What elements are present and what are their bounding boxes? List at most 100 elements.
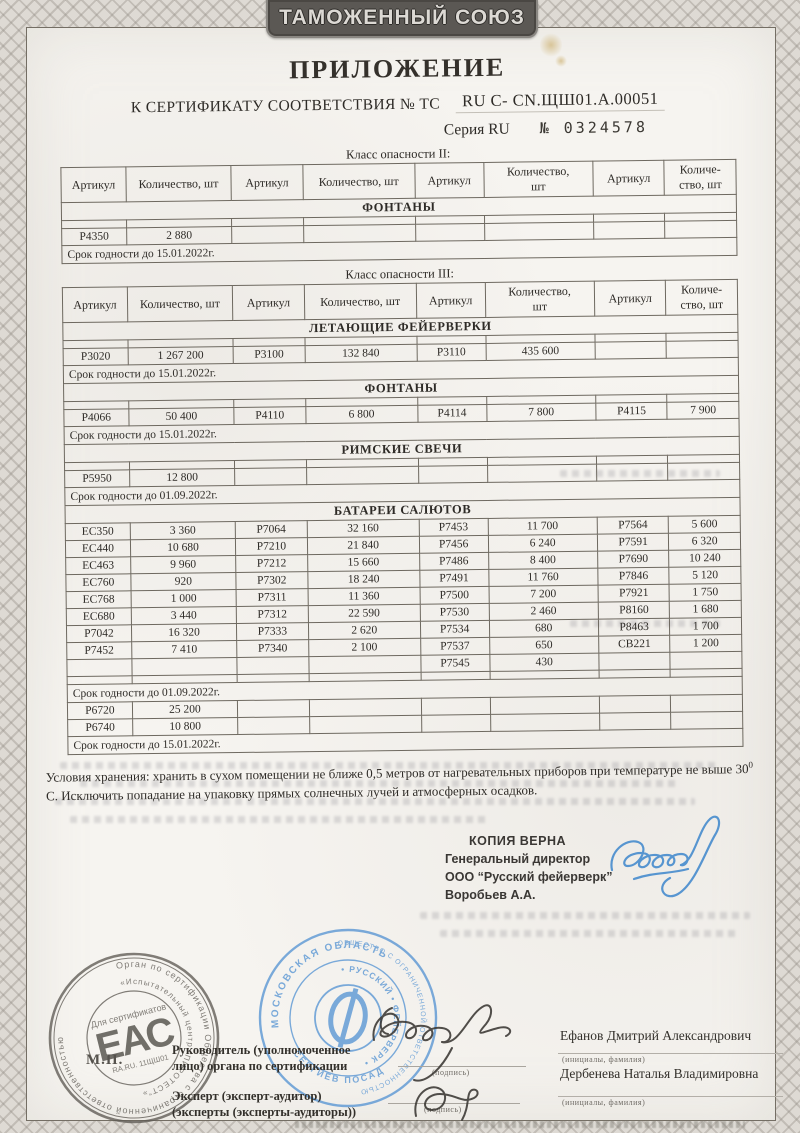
table-cell [665, 220, 737, 239]
table-cell: P7591 [597, 533, 670, 552]
table-cell [594, 341, 667, 360]
expert-label: Эксперт (эксперт-аудитор) (эксперты (экс… [172, 1089, 357, 1120]
seal-place-label: М.П. [86, 1052, 124, 1068]
table-cell: P4114 [417, 404, 487, 423]
table-cell [237, 716, 310, 735]
table-cell: P7491 [419, 569, 489, 588]
table-cell [66, 658, 132, 677]
table-cell: 132 840 [304, 344, 417, 363]
table-cell [593, 221, 666, 240]
table-cell: EC760 [65, 573, 131, 592]
table-cell: 18 240 [307, 570, 420, 589]
column-header: Артикул [230, 164, 303, 201]
table-cell: 15 660 [307, 553, 420, 572]
table-cell: 16 320 [131, 623, 237, 642]
table-cell: 32 160 [306, 519, 420, 538]
table-cell: 7 900 [667, 401, 739, 420]
table-cell: 1 700 [669, 617, 742, 636]
series-number: № 0324578 [539, 117, 649, 138]
table-cell: 1 680 [669, 600, 742, 619]
table-cell: P7340 [236, 639, 309, 658]
table-cell: 6 240 [487, 534, 598, 553]
table-cell: 7 200 [488, 585, 599, 604]
table-cell: P7564 [597, 516, 669, 535]
table-cell: P7530 [419, 603, 489, 622]
table-cell: 11 700 [487, 517, 598, 536]
column-header: Количество, шт [125, 165, 232, 202]
table-cell: P4110 [233, 406, 306, 425]
column-header: Количество, шт [483, 161, 594, 198]
table-cell: P7537 [420, 637, 490, 656]
table-cell: 2 880 [126, 226, 232, 245]
table-cell: 6 320 [668, 532, 741, 551]
certificate-reference: К СЕРТИФИКАТУ СООТВЕТСТВИЯ № ТС RU C- CN… [0, 87, 798, 119]
table-cell: 680 [488, 619, 599, 638]
table-cell: P7064 [235, 520, 308, 539]
table-cell [489, 696, 600, 715]
table-cell [598, 652, 671, 671]
table-cell: EC350 [65, 522, 131, 541]
table-cell: 650 [489, 636, 599, 655]
bleed-through-artifact [560, 470, 720, 477]
column-header: Количество, шт [484, 281, 595, 318]
table-cell: 7 800 [486, 403, 596, 422]
table-cell: 21 840 [307, 536, 420, 555]
tables-area: Класс опасности II: Артикул Количество, шт… [0, 142, 800, 756]
table-cell: 50 400 [128, 407, 235, 426]
column-header: Артикул [60, 166, 127, 203]
director-signature [610, 815, 721, 898]
table-cell [306, 466, 419, 485]
column-header: Количество, шт [303, 283, 417, 320]
table-cell: 920 [130, 572, 237, 591]
paper-stain [555, 55, 567, 67]
table-cell [131, 657, 238, 676]
company-logo [328, 987, 368, 1049]
table-cell [309, 698, 422, 717]
table-cell: P7452 [66, 641, 132, 660]
table-cell: CB221 [598, 635, 671, 654]
bleed-through-artifact [420, 912, 750, 919]
table-cell: 7 410 [131, 640, 237, 659]
column-header: Артикул [232, 284, 305, 321]
table-cell: P6720 [67, 701, 133, 720]
table-cell: 22 590 [307, 604, 421, 623]
bleed-through-artifact [440, 930, 740, 937]
column-header: Артикул [414, 162, 484, 199]
badge-label: ТАМОЖЕННЫЙ СОЮЗ [279, 6, 525, 29]
page-title: ПРИЛОЖЕНИЕ [288, 52, 506, 85]
table-cell: P7456 [419, 535, 489, 554]
name-line [558, 1096, 783, 1097]
table-cell [671, 711, 743, 730]
table-cell: 10 680 [130, 538, 236, 557]
signature-line [398, 1066, 526, 1067]
table-cell: 3 360 [130, 521, 236, 540]
head-name: Ефанов Дмитрий Александрович [560, 1028, 752, 1043]
company-round-stamp: МОСКОВСКАЯ ОБЛАСТЬ ОБЩЕСТВО С ОГРАНИЧЕНН… [258, 928, 437, 1108]
certificate-reference-label: К СЕРТИФИКАТУ СООТВЕТСТВИЯ № ТС [130, 95, 441, 117]
table-cell: 10 800 [132, 717, 238, 736]
signature-line [388, 1103, 520, 1104]
table-cell [309, 715, 422, 734]
eac-certification-stamp: Орган по сертификации Общества с огранич… [38, 942, 230, 1133]
table-cell [421, 714, 491, 733]
table-cell: P7210 [235, 537, 308, 556]
expert-name: Дербенева Наталья Владимировна [560, 1066, 759, 1081]
table-cell: 1 200 [670, 634, 742, 653]
table-cell: P4350 [61, 227, 127, 246]
table-cell: 430 [489, 653, 599, 672]
table-cell [237, 699, 310, 718]
table-cell [484, 222, 594, 241]
signature-caption: (подпись) [432, 1068, 470, 1077]
copy-line: ООО “Русский фейерверк” [445, 870, 613, 885]
table-cell: P8160 [598, 601, 670, 620]
table-cell: P7453 [418, 518, 488, 537]
table-cell: 25 200 [132, 700, 238, 719]
table-cell: 2 460 [488, 602, 599, 621]
table-cell: P7534 [420, 620, 490, 639]
certificate-number: RU C- CN.ЩШ01.А.00051 [455, 88, 665, 114]
table-cell: P7921 [597, 584, 670, 603]
signature-caption: (подпись) [424, 1105, 462, 1114]
table-cell: 5 120 [669, 566, 742, 585]
bleed-through-artifact [70, 816, 490, 823]
column-header: Артикул [62, 286, 128, 323]
